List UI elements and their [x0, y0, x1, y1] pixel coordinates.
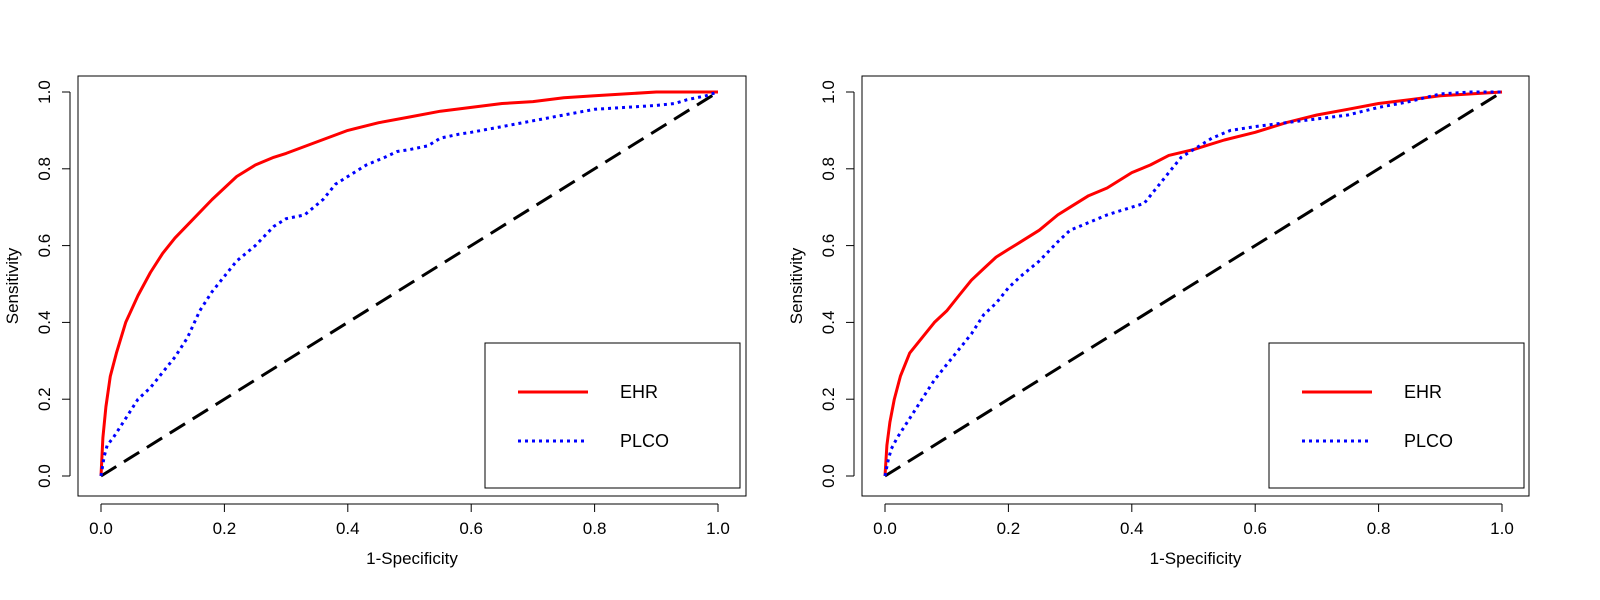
y-tick-label: 0.0 — [35, 464, 54, 488]
legend: EHR PLCO — [484, 342, 741, 489]
legend-box — [1268, 342, 1525, 489]
legend: EHR PLCO — [1268, 342, 1525, 489]
legend-box — [484, 342, 741, 489]
plot-frame — [77, 75, 747, 497]
x-tick-label: 0.2 — [997, 519, 1021, 538]
y-tick-label: 0.6 — [35, 234, 54, 258]
y-tick-label: 0.0 — [819, 464, 838, 488]
x-tick-label: 0.6 — [459, 519, 483, 538]
x-tick-label: 0.6 — [1243, 519, 1267, 538]
series-line-plco — [883, 90, 1502, 477]
x-tick-label: 0.8 — [1367, 519, 1391, 538]
x-tick-label: 0.0 — [89, 519, 113, 538]
x-tick-label: 0.8 — [583, 519, 607, 538]
y-tick-label: 1.0 — [35, 80, 54, 104]
y-tick-label: 0.6 — [819, 234, 838, 258]
reference-diagonal-line — [884, 90, 1503, 478]
x-tick-label: 1.0 — [706, 519, 730, 538]
reference-diagonal-line — [100, 90, 719, 478]
y-tick-label: 0.8 — [35, 157, 54, 181]
chart-panel-1: 0.0 0.2 0.4 0.6 0.8 1.0 1-Specificity 0.0 0.2 0.4… — [3, 75, 747, 568]
y-tick-label: 0.2 — [819, 387, 838, 411]
legend-label-plco: PLCO — [1404, 431, 1453, 451]
y-axis-label: Sensitivity — [3, 247, 22, 324]
legend-label-ehr: EHR — [1404, 382, 1442, 402]
legend-label-plco: PLCO — [620, 431, 669, 451]
chart-panel-2: 0.0 0.2 0.4 0.6 0.8 1.0 1-Specificity 0.0 0.2 0.4… — [787, 75, 1530, 568]
plot-frame — [861, 75, 1530, 497]
x-tick-label: 0.0 — [873, 519, 897, 538]
x-tick-label: 0.2 — [213, 519, 237, 538]
y-tick-label: 0.2 — [35, 387, 54, 411]
series-line-ehr — [99, 90, 718, 477]
x-axis-label: 1-Specificity — [1150, 549, 1242, 568]
legend-label-ehr: EHR — [620, 382, 658, 402]
series-line-plco — [99, 90, 719, 477]
y-tick-label: 0.4 — [35, 311, 54, 335]
series-line-ehr — [883, 90, 1503, 477]
x-axis-label: 1-Specificity — [366, 549, 458, 568]
x-tick-label: 0.4 — [1120, 519, 1144, 538]
x-tick-label: 0.4 — [336, 519, 360, 538]
x-tick-label: 1.0 — [1490, 519, 1514, 538]
y-tick-label: 0.4 — [819, 311, 838, 335]
y-tick-label: 1.0 — [819, 80, 838, 104]
y-axis-label: Sensitivity — [787, 247, 806, 324]
y-tick-label: 0.8 — [819, 157, 838, 181]
